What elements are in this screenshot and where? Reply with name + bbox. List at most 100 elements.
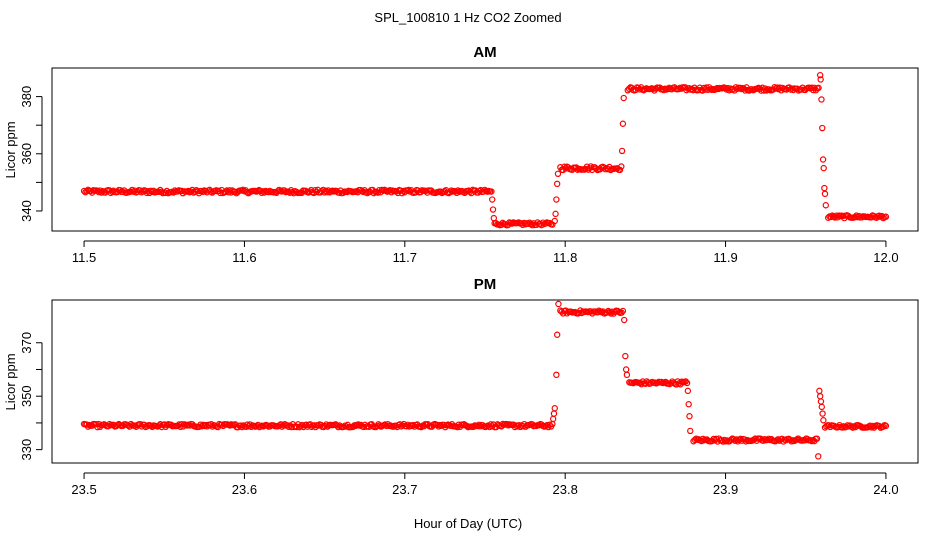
pm-transition-point <box>553 371 560 379</box>
pm-data-point <box>839 424 846 431</box>
pm-x-tick-label: 23.9 <box>713 482 738 497</box>
am-transition-point <box>819 156 827 163</box>
pm-transition-point <box>549 415 557 423</box>
pm-transition-point <box>622 366 630 373</box>
pm-data-point <box>658 378 665 386</box>
pm-x-tick-label: 23.8 <box>553 482 578 497</box>
am-x-tick-label: 11.9 <box>713 250 737 265</box>
am-transition-point <box>490 214 498 222</box>
pm-data-point <box>619 307 627 315</box>
am-transition-point <box>489 196 496 203</box>
pm-data-point <box>868 424 875 431</box>
x-axis-label: Hour of Day (UTC) <box>414 516 522 531</box>
pm-data-point <box>683 379 691 387</box>
am-transition-point <box>821 184 828 192</box>
am-transition-point <box>619 120 627 127</box>
pm-data-point <box>760 437 767 444</box>
am-data-point <box>616 166 624 174</box>
pm-transition-point <box>551 405 558 412</box>
pm-data-point <box>475 421 482 428</box>
pm-transition-point <box>819 410 826 417</box>
pm-y-tick-label: 370 <box>19 332 34 354</box>
pm-data-point <box>880 423 887 430</box>
pm-transition-point <box>553 331 561 338</box>
pm-transition-point <box>816 393 824 400</box>
figure-title: SPL_100810 1 Hz CO2 Zoomed <box>374 10 561 25</box>
pm-data-point <box>731 437 739 444</box>
am-transition-point <box>553 180 561 188</box>
am-y-axis: 340 360 380 <box>19 86 43 222</box>
am-transition-point <box>821 190 829 198</box>
am-data-points <box>80 71 890 229</box>
pm-transition-point <box>685 401 692 408</box>
am-x-tick-label: 11.7 <box>393 250 417 265</box>
am-panel: AM Licor ppm 11.5 11.6 11.7 11.8 11.9 12.0 34… <box>3 44 919 265</box>
am-transition-point <box>553 196 560 203</box>
am-y-tick-label: 340 <box>19 200 34 222</box>
pm-transition-point <box>818 403 825 411</box>
pm-y-tick-label: 330 <box>19 439 34 461</box>
pm-transition-point <box>622 352 629 360</box>
pm-transition-point <box>820 417 827 424</box>
am-transition-point <box>816 71 824 79</box>
am-data-point <box>454 187 462 194</box>
am-data-point <box>488 188 495 195</box>
am-data-point <box>882 213 890 220</box>
am-data-point <box>732 84 740 91</box>
pm-transition-point <box>816 387 823 395</box>
pm-transition-point <box>687 427 694 435</box>
am-data-point <box>660 86 667 94</box>
am-x-tick-label: 11.6 <box>232 250 256 265</box>
pm-transition-point <box>817 398 825 405</box>
pm-data-point <box>788 438 795 445</box>
pm-data-point <box>774 436 782 443</box>
am-transition-point <box>820 164 827 172</box>
am-y-axis-label: Licor ppm <box>3 121 18 178</box>
am-transition-point <box>818 96 825 103</box>
am-data-point <box>448 187 455 194</box>
am-transition-point <box>552 210 559 218</box>
pm-transition-point <box>550 410 558 417</box>
pm-data-point <box>106 420 113 428</box>
pm-plot-box <box>51 299 919 464</box>
pm-y-tick-label: 350 <box>19 385 34 407</box>
am-transition-point <box>819 124 826 132</box>
pm-data-points <box>80 300 890 460</box>
am-data-point <box>174 188 181 195</box>
am-transition-point <box>551 217 558 225</box>
pm-transition-point <box>815 453 822 460</box>
pm-x-tick-label: 23.6 <box>232 482 257 497</box>
am-plot-box <box>51 67 919 232</box>
pm-data-point <box>682 378 689 385</box>
pm-data-point <box>238 423 246 431</box>
am-x-tick-label: 11.8 <box>553 250 577 265</box>
pm-x-axis: 23.5 23.6 23.7 23.8 23.9 24.0 <box>71 472 899 497</box>
am-transition-point <box>489 206 497 213</box>
pm-y-axis: 330 350 370 <box>19 332 43 461</box>
pm-transition-point <box>684 387 692 395</box>
pm-data-point <box>699 435 707 443</box>
am-transition-point <box>822 202 829 209</box>
am-x-tick-label: 12.0 <box>873 250 898 265</box>
pm-panel: PM Licor ppm 23.5 23.6 23.7 23.8 23.9 24.0 33… <box>3 276 919 497</box>
pm-data-point <box>882 422 890 430</box>
am-transition-point <box>554 170 562 178</box>
pm-transition-point <box>555 300 562 308</box>
am-y-tick-label: 380 <box>19 86 34 108</box>
am-data-point <box>618 163 625 170</box>
am-data-point <box>98 189 105 196</box>
am-panel-title: AM <box>473 44 496 61</box>
pm-y-axis-label: Licor ppm <box>3 353 18 410</box>
am-y-tick-label: 360 <box>19 143 34 165</box>
pm-x-tick-label: 23.7 <box>392 482 417 497</box>
pm-transition-point <box>621 316 628 324</box>
pm-x-tick-label: 23.5 <box>71 482 96 497</box>
am-data-point <box>736 84 744 91</box>
am-transition-point <box>618 147 626 155</box>
pm-x-tick-label: 24.0 <box>873 482 898 497</box>
am-transition-point <box>620 94 627 102</box>
am-data-point <box>772 85 780 92</box>
pm-data-point <box>844 422 851 429</box>
pm-panel-title: PM <box>474 276 497 293</box>
